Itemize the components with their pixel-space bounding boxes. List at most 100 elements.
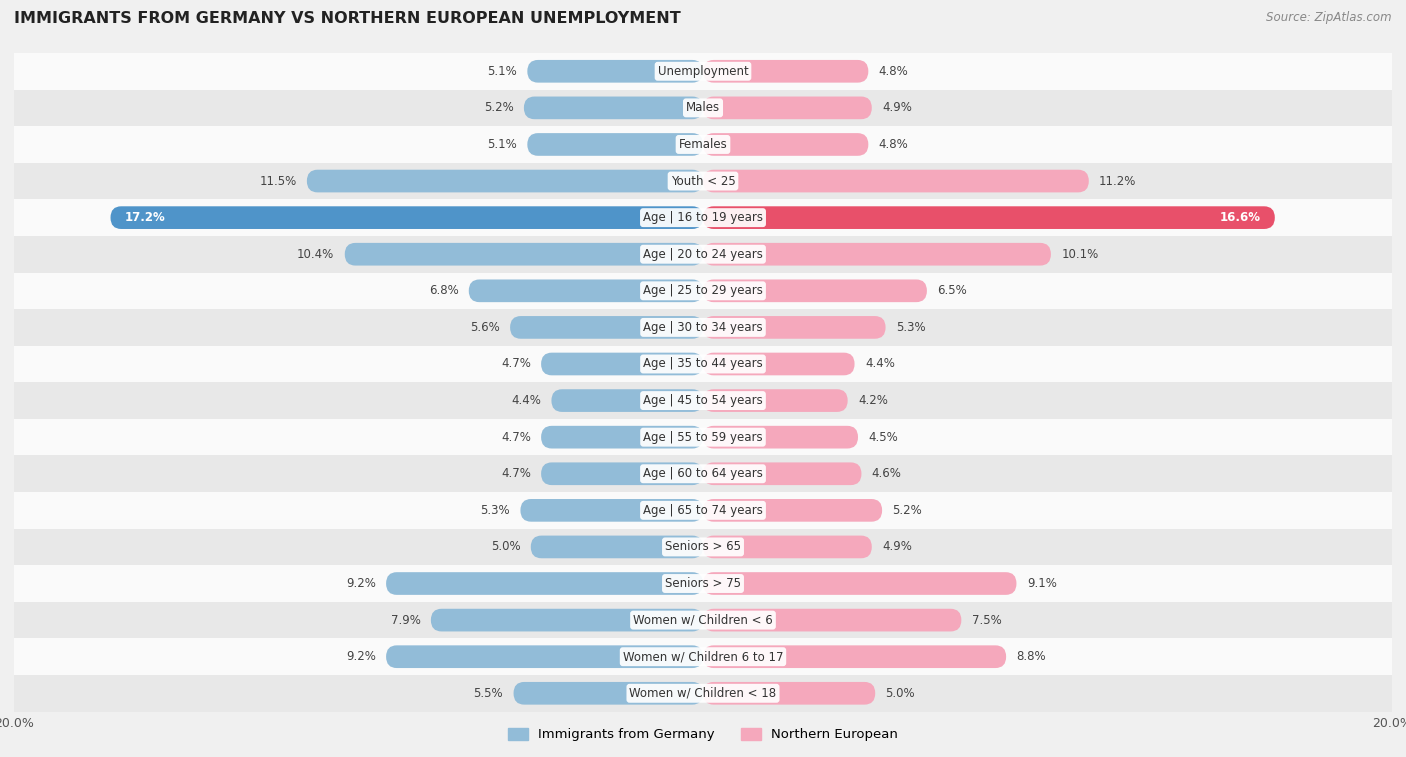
Text: 9.1%: 9.1% (1026, 577, 1057, 590)
Bar (14, 309, 1392, 346)
Text: 4.4%: 4.4% (865, 357, 894, 370)
Text: 4.2%: 4.2% (858, 394, 887, 407)
Bar (14, 126, 1392, 163)
Text: 11.5%: 11.5% (259, 175, 297, 188)
FancyBboxPatch shape (703, 279, 927, 302)
Text: 4.8%: 4.8% (879, 65, 908, 78)
FancyBboxPatch shape (387, 646, 703, 668)
Text: 9.2%: 9.2% (346, 650, 375, 663)
Text: 4.6%: 4.6% (872, 467, 901, 480)
FancyBboxPatch shape (703, 609, 962, 631)
FancyBboxPatch shape (524, 97, 703, 119)
FancyBboxPatch shape (703, 353, 855, 375)
FancyBboxPatch shape (703, 97, 872, 119)
FancyBboxPatch shape (703, 389, 848, 412)
FancyBboxPatch shape (527, 133, 703, 156)
Legend: Immigrants from Germany, Northern European: Immigrants from Germany, Northern Europe… (508, 727, 898, 741)
FancyBboxPatch shape (551, 389, 703, 412)
Text: 5.0%: 5.0% (491, 540, 520, 553)
Text: Seniors > 65: Seniors > 65 (665, 540, 741, 553)
FancyBboxPatch shape (703, 572, 1017, 595)
FancyBboxPatch shape (703, 133, 869, 156)
Bar (14, 199, 1392, 236)
FancyBboxPatch shape (307, 170, 703, 192)
Text: Women w/ Children < 6: Women w/ Children < 6 (633, 614, 773, 627)
Text: 5.3%: 5.3% (481, 504, 510, 517)
FancyBboxPatch shape (703, 170, 1088, 192)
Text: 4.9%: 4.9% (882, 101, 912, 114)
Text: Age | 16 to 19 years: Age | 16 to 19 years (643, 211, 763, 224)
Text: Age | 55 to 59 years: Age | 55 to 59 years (643, 431, 763, 444)
Bar (14, 528, 1392, 565)
FancyBboxPatch shape (387, 572, 703, 595)
Text: 8.8%: 8.8% (1017, 650, 1046, 663)
Text: 10.4%: 10.4% (297, 248, 335, 260)
FancyBboxPatch shape (111, 207, 703, 229)
Bar (14, 456, 1392, 492)
Text: Age | 20 to 24 years: Age | 20 to 24 years (643, 248, 763, 260)
Text: 5.6%: 5.6% (470, 321, 499, 334)
Text: 11.2%: 11.2% (1099, 175, 1136, 188)
Text: 4.7%: 4.7% (501, 431, 531, 444)
Bar (14, 602, 1392, 638)
FancyBboxPatch shape (527, 60, 703, 83)
Bar (14, 89, 1392, 126)
FancyBboxPatch shape (468, 279, 703, 302)
Bar (14, 565, 1392, 602)
Text: 4.9%: 4.9% (882, 540, 912, 553)
Text: 5.5%: 5.5% (474, 687, 503, 699)
Text: 6.5%: 6.5% (938, 285, 967, 298)
Bar (14, 419, 1392, 456)
Text: 5.0%: 5.0% (886, 687, 915, 699)
Bar (14, 236, 1392, 273)
Text: Age | 45 to 54 years: Age | 45 to 54 years (643, 394, 763, 407)
Text: 17.2%: 17.2% (124, 211, 165, 224)
FancyBboxPatch shape (703, 207, 1275, 229)
Text: Age | 35 to 44 years: Age | 35 to 44 years (643, 357, 763, 370)
Text: Source: ZipAtlas.com: Source: ZipAtlas.com (1267, 11, 1392, 24)
Text: Females: Females (679, 138, 727, 151)
Text: 4.5%: 4.5% (869, 431, 898, 444)
Text: 5.2%: 5.2% (484, 101, 513, 114)
Text: Youth < 25: Youth < 25 (671, 175, 735, 188)
Text: 7.9%: 7.9% (391, 614, 420, 627)
Text: 4.7%: 4.7% (501, 467, 531, 480)
Text: IMMIGRANTS FROM GERMANY VS NORTHERN EUROPEAN UNEMPLOYMENT: IMMIGRANTS FROM GERMANY VS NORTHERN EURO… (14, 11, 681, 26)
Bar (14, 675, 1392, 712)
FancyBboxPatch shape (513, 682, 703, 705)
Text: Women w/ Children < 18: Women w/ Children < 18 (630, 687, 776, 699)
Text: 7.5%: 7.5% (972, 614, 1001, 627)
FancyBboxPatch shape (541, 353, 703, 375)
FancyBboxPatch shape (703, 316, 886, 338)
Text: 4.4%: 4.4% (512, 394, 541, 407)
Bar (14, 273, 1392, 309)
Text: 10.1%: 10.1% (1062, 248, 1098, 260)
FancyBboxPatch shape (703, 499, 882, 522)
Bar (14, 492, 1392, 528)
FancyBboxPatch shape (703, 646, 1007, 668)
Text: 5.1%: 5.1% (488, 65, 517, 78)
Text: Unemployment: Unemployment (658, 65, 748, 78)
Bar (14, 163, 1392, 199)
Text: 6.8%: 6.8% (429, 285, 458, 298)
Bar (14, 53, 1392, 89)
FancyBboxPatch shape (703, 463, 862, 485)
FancyBboxPatch shape (430, 609, 703, 631)
FancyBboxPatch shape (344, 243, 703, 266)
Text: 4.8%: 4.8% (879, 138, 908, 151)
Text: Males: Males (686, 101, 720, 114)
FancyBboxPatch shape (703, 60, 869, 83)
Text: 5.3%: 5.3% (896, 321, 925, 334)
FancyBboxPatch shape (703, 682, 875, 705)
Text: Age | 25 to 29 years: Age | 25 to 29 years (643, 285, 763, 298)
Bar (14, 346, 1392, 382)
FancyBboxPatch shape (531, 536, 703, 558)
Text: 9.2%: 9.2% (346, 577, 375, 590)
Text: 5.1%: 5.1% (488, 138, 517, 151)
Text: 16.6%: 16.6% (1220, 211, 1261, 224)
FancyBboxPatch shape (703, 426, 858, 448)
FancyBboxPatch shape (520, 499, 703, 522)
Text: Seniors > 75: Seniors > 75 (665, 577, 741, 590)
Bar (14, 382, 1392, 419)
Text: Age | 60 to 64 years: Age | 60 to 64 years (643, 467, 763, 480)
